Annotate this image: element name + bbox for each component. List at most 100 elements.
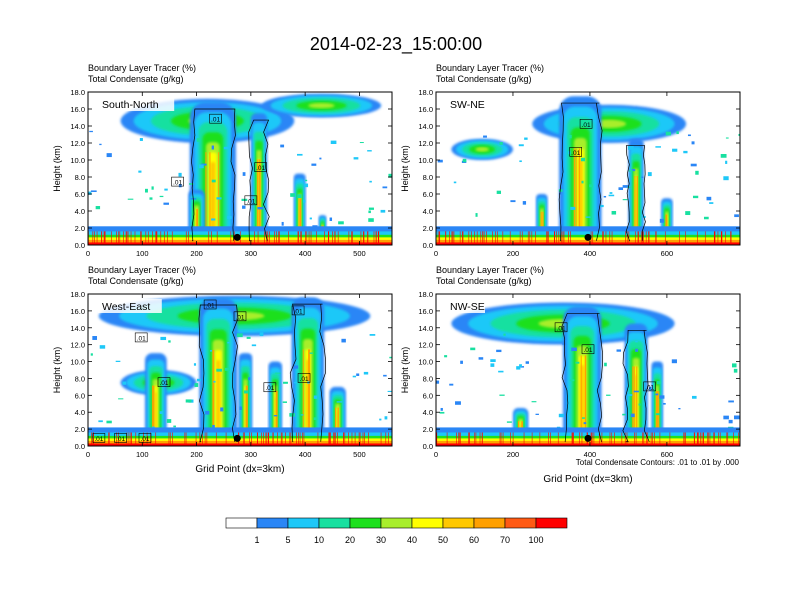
speckle [499, 394, 505, 396]
speckle [106, 420, 112, 424]
speckle [304, 183, 309, 188]
speckle [449, 383, 454, 386]
speckle [98, 420, 103, 423]
speckle [379, 418, 382, 421]
speckle [691, 141, 695, 145]
y-axis-label: Height (km) [52, 145, 62, 192]
speckle [687, 134, 691, 137]
speckle [246, 336, 251, 339]
speckle [731, 363, 737, 368]
speckle [89, 130, 93, 133]
contour-label-box [297, 373, 311, 383]
y-axis-label: Height (km) [400, 145, 410, 192]
y-tick-label: 0.0 [423, 241, 433, 250]
contour-label-text: .01 [173, 180, 182, 187]
contour-label-text: .01 [206, 302, 215, 309]
speckle [115, 360, 121, 362]
plot-area: .01 .01 .01 .01 .01 .01 .01 .01 .01 .01 [88, 294, 392, 446]
x-tick-label: 400 [584, 249, 597, 258]
location-marker [584, 233, 592, 241]
y-tick-label: 18.0 [418, 88, 433, 97]
contour-label-text: .01 [557, 325, 566, 332]
y-tick-label: 10.0 [418, 358, 433, 367]
speckle [352, 375, 357, 378]
contour-label-text: .01 [211, 117, 220, 124]
speckle [293, 381, 298, 384]
speckle [725, 137, 729, 139]
speckle [676, 131, 679, 135]
y-axis-label: Height (km) [400, 347, 410, 394]
speckle [312, 225, 318, 227]
condensate-contour [248, 119, 270, 242]
y-tick-label: 0.0 [75, 241, 85, 250]
colorbar-label: 40 [407, 535, 417, 545]
contour-label: .01 [114, 433, 127, 443]
contour-label-box [114, 433, 127, 443]
speckle [242, 205, 246, 209]
speckle [193, 363, 197, 366]
condensate-contour [558, 102, 603, 242]
speckle [313, 417, 318, 421]
speckle [706, 196, 712, 201]
speckle [516, 366, 521, 370]
speckle [160, 336, 167, 341]
speckle [309, 217, 312, 220]
speckle [122, 381, 127, 385]
y-tick-label: 16.0 [418, 307, 433, 316]
speckle [99, 143, 102, 146]
speckle [139, 138, 143, 141]
panel-header-condensate: Total Condensate (g/kg) [88, 74, 184, 84]
speckle [655, 146, 661, 148]
colorbar-swatch [380, 517, 413, 529]
speckle [159, 411, 163, 414]
speckle [723, 415, 729, 420]
speckle [241, 198, 248, 201]
speckle [525, 361, 529, 364]
contour-label-box [157, 377, 171, 387]
speckle [589, 184, 593, 188]
contour-label: .01 [203, 299, 217, 310]
speckle [387, 390, 392, 392]
speckle [728, 400, 734, 403]
x-axis-label-left: Grid Point (dx=3km) [195, 464, 284, 475]
contour-label-text: .01 [571, 150, 580, 157]
speckle [138, 170, 142, 173]
x-tick-label: 500 [353, 450, 366, 459]
speckle [163, 202, 169, 205]
speckle [678, 408, 681, 410]
speckle [720, 153, 727, 158]
x-tick-label: 0 [434, 249, 438, 258]
contour-label-box [263, 382, 277, 393]
y-tick-label: 0.0 [75, 442, 85, 451]
y-tick-label: 10.0 [70, 358, 85, 367]
speckle [152, 426, 155, 429]
speckle [647, 172, 652, 177]
colorbar-swatch [442, 517, 475, 529]
speckle [671, 359, 677, 364]
speckle [734, 214, 739, 218]
speckle [297, 153, 303, 156]
contour-label-text: .01 [140, 436, 149, 443]
boundary-layer-band [436, 242, 740, 245]
speckle [166, 419, 172, 423]
colorbar-swatch [535, 517, 568, 529]
speckle [571, 347, 577, 352]
colorbar-label: 100 [528, 535, 543, 545]
speckle [275, 372, 281, 374]
contour-label-box [203, 299, 217, 310]
speckle [570, 206, 576, 210]
speckle [127, 198, 134, 200]
x-tick-label: 100 [136, 249, 149, 258]
speckle [118, 398, 124, 400]
panel-sw-ne: Boundary Layer Tracer (%)Total Condensat… [400, 63, 741, 258]
speckle [389, 356, 392, 359]
speckle [212, 424, 215, 429]
contour-label: .01 [554, 322, 568, 332]
speckle [369, 334, 376, 336]
contour-label: .01 [579, 119, 593, 129]
y-tick-label: 4.0 [75, 207, 85, 216]
contour-label-box [581, 344, 595, 355]
speckle [283, 381, 288, 384]
condensate-contour [622, 329, 650, 443]
